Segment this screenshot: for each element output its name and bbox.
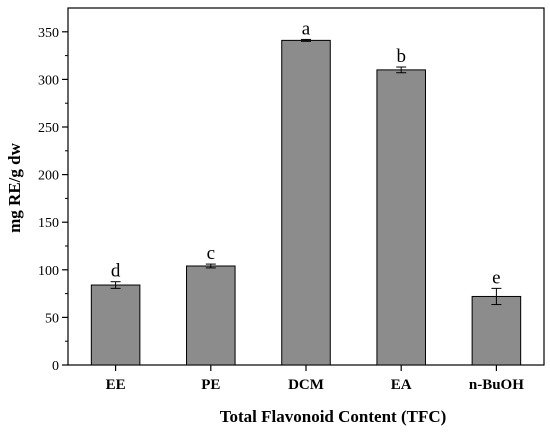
plot-area: 0 50 100 150 200 250 300 350 d EE c PE a DCM b EA e n-BuO…: [38, 7, 545, 393]
y-tick-label: 250: [38, 121, 59, 136]
y-tick-label: 350: [38, 26, 59, 41]
y-tick-label: 50: [45, 311, 59, 326]
bar-pe: [186, 265, 236, 366]
x-category-label: EE: [106, 377, 126, 393]
bar-dcm: [281, 39, 331, 366]
significance-letter: d: [111, 261, 121, 282]
x-category-label: EA: [391, 377, 412, 393]
x-category-label: DCM: [288, 377, 324, 393]
x-category-label: PE: [201, 377, 220, 393]
significance-letter: c: [207, 243, 215, 264]
x-category-label: n-BuOH: [469, 377, 524, 393]
y-tick-label: 100: [38, 264, 59, 279]
y-tick-label: 0: [52, 359, 59, 374]
significance-letter: a: [302, 18, 311, 39]
x-axis-title: Total Flavonoid Content (TFC): [220, 407, 447, 426]
bar-ee: [90, 284, 141, 366]
y-axis-title: mg RE/g dw: [5, 142, 24, 232]
bar-n-buoh: [471, 295, 522, 366]
y-tick-label: 300: [38, 73, 59, 88]
bar-ea: [376, 69, 426, 366]
significance-letter: e: [492, 267, 500, 288]
significance-letter: b: [396, 46, 406, 67]
y-tick-label: 200: [38, 169, 59, 184]
y-tick-label: 150: [38, 216, 59, 231]
